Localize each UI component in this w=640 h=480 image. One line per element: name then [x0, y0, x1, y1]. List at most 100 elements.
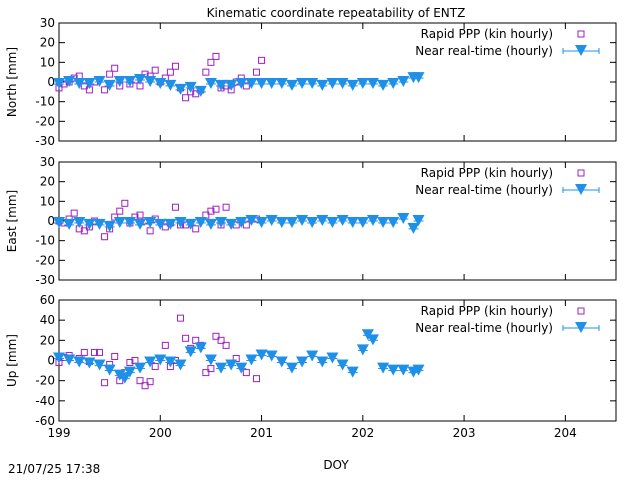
nrt-point	[73, 356, 86, 368]
nrt-point	[326, 77, 339, 89]
nrt-point	[53, 216, 65, 228]
x-tick-label: 199	[48, 426, 71, 440]
nrt-point	[412, 72, 425, 84]
nrt-point	[154, 354, 167, 366]
nrt-point	[63, 76, 76, 87]
nrt-point	[204, 77, 217, 89]
ppp-point	[96, 348, 104, 356]
nrt-point	[377, 79, 390, 91]
legend-marker-ppp	[577, 30, 585, 38]
y-tick-label: -10	[35, 234, 55, 248]
nrt-point	[103, 364, 116, 376]
y-tick-label: -30	[35, 134, 55, 148]
nrt-point	[83, 77, 96, 89]
nrt-point	[154, 218, 167, 230]
legend-label-nrt: Near real-time (hourly)	[415, 44, 553, 58]
ppp-point	[136, 211, 144, 219]
legend-marker-nrt	[575, 45, 587, 56]
ppp-point	[242, 82, 250, 90]
x-tick-label: 203	[453, 426, 476, 440]
nrt-point	[275, 216, 288, 228]
y-tick-label: 20	[40, 333, 55, 347]
nrt-point	[204, 354, 217, 366]
nrt-point	[387, 77, 400, 89]
nrt-point	[63, 354, 76, 366]
legend-marker-nrt	[575, 184, 587, 195]
ppp-point	[252, 68, 260, 76]
nrt-point	[93, 218, 106, 230]
legend-marker-nrt	[575, 322, 587, 333]
panel-1: 30 20 10 0 -10 -20 -30 North [mm] Rapid PPP (kin…	[5, 16, 617, 148]
nrt-point	[53, 77, 65, 89]
nrt-point	[346, 216, 359, 228]
nrt-point	[184, 81, 197, 93]
y-tick-label: 20	[40, 175, 55, 189]
nrt-point	[144, 216, 157, 228]
nrt-point	[336, 77, 349, 89]
nrt-point	[397, 213, 410, 225]
legend-label-ppp: Rapid PPP (kin hourly)	[421, 304, 553, 318]
ppp-point	[177, 314, 185, 322]
nrt-point	[316, 356, 329, 368]
ppp-point	[126, 359, 134, 367]
ppp-point	[151, 66, 159, 74]
nrt-point	[366, 334, 379, 346]
nrt-point	[154, 77, 167, 89]
nrt-point	[397, 364, 410, 376]
nrt-point	[326, 216, 339, 228]
nrt-point	[387, 364, 400, 376]
nrt-point	[134, 362, 147, 374]
nrt-point	[296, 356, 309, 368]
nrt-point	[306, 350, 319, 362]
x-axis-label: DOY	[323, 458, 349, 472]
ppp-point	[80, 82, 88, 90]
nrt-point	[194, 85, 207, 97]
y-axis-label: Up [mm]	[5, 334, 19, 387]
ppp-point	[171, 203, 179, 211]
ppp-point	[252, 375, 260, 383]
legend-label-nrt: Near real-time (hourly)	[415, 321, 553, 335]
nrt-point	[204, 218, 217, 230]
chart-title: Kinematic coordinate repeatability of EN…	[207, 6, 466, 20]
nrt-point	[336, 215, 349, 226]
nrt-point	[285, 79, 298, 91]
ppp-point	[192, 90, 200, 98]
nrt-point	[164, 356, 177, 368]
ppp-point	[166, 68, 174, 76]
ppp-point	[90, 348, 98, 356]
nrt-point	[346, 366, 359, 378]
y-axis-label: North [mm]	[5, 47, 19, 117]
ppp-point	[222, 341, 230, 349]
nrt-point	[93, 76, 106, 87]
nrt-point	[83, 357, 96, 369]
nrt-point	[103, 79, 116, 91]
nrt-point	[255, 77, 268, 89]
y-tick-label: 0	[47, 75, 55, 89]
y-tick-label: -10	[35, 95, 55, 109]
x-tick-label: 202	[351, 426, 374, 440]
y-tick-label: 30	[40, 16, 55, 30]
legend-label-ppp: Rapid PPP (kin hourly)	[421, 166, 553, 180]
nrt-point	[265, 215, 278, 226]
nrt-point	[235, 216, 248, 228]
y-tick-label: 60	[40, 293, 55, 307]
nrt-point	[225, 218, 238, 230]
y-tick-label: -20	[35, 253, 55, 267]
nrt-point	[377, 362, 390, 374]
ppp-point	[192, 225, 200, 233]
nrt-point	[215, 79, 228, 91]
nrt-point	[184, 218, 197, 230]
nrt-point	[123, 366, 136, 378]
nrt-point	[164, 79, 177, 91]
ppp-point	[151, 363, 159, 371]
ppp-point	[202, 369, 210, 377]
y-tick-label: -30	[35, 273, 55, 287]
ppp-point	[212, 52, 220, 60]
nrt-point	[174, 83, 187, 95]
ppp-point	[232, 354, 240, 362]
y-tick-label: -20	[35, 114, 55, 128]
nrt-point	[134, 74, 147, 86]
x-tick-label: 200	[149, 426, 172, 440]
ppp-point	[182, 94, 190, 102]
nrt-point	[296, 215, 309, 226]
